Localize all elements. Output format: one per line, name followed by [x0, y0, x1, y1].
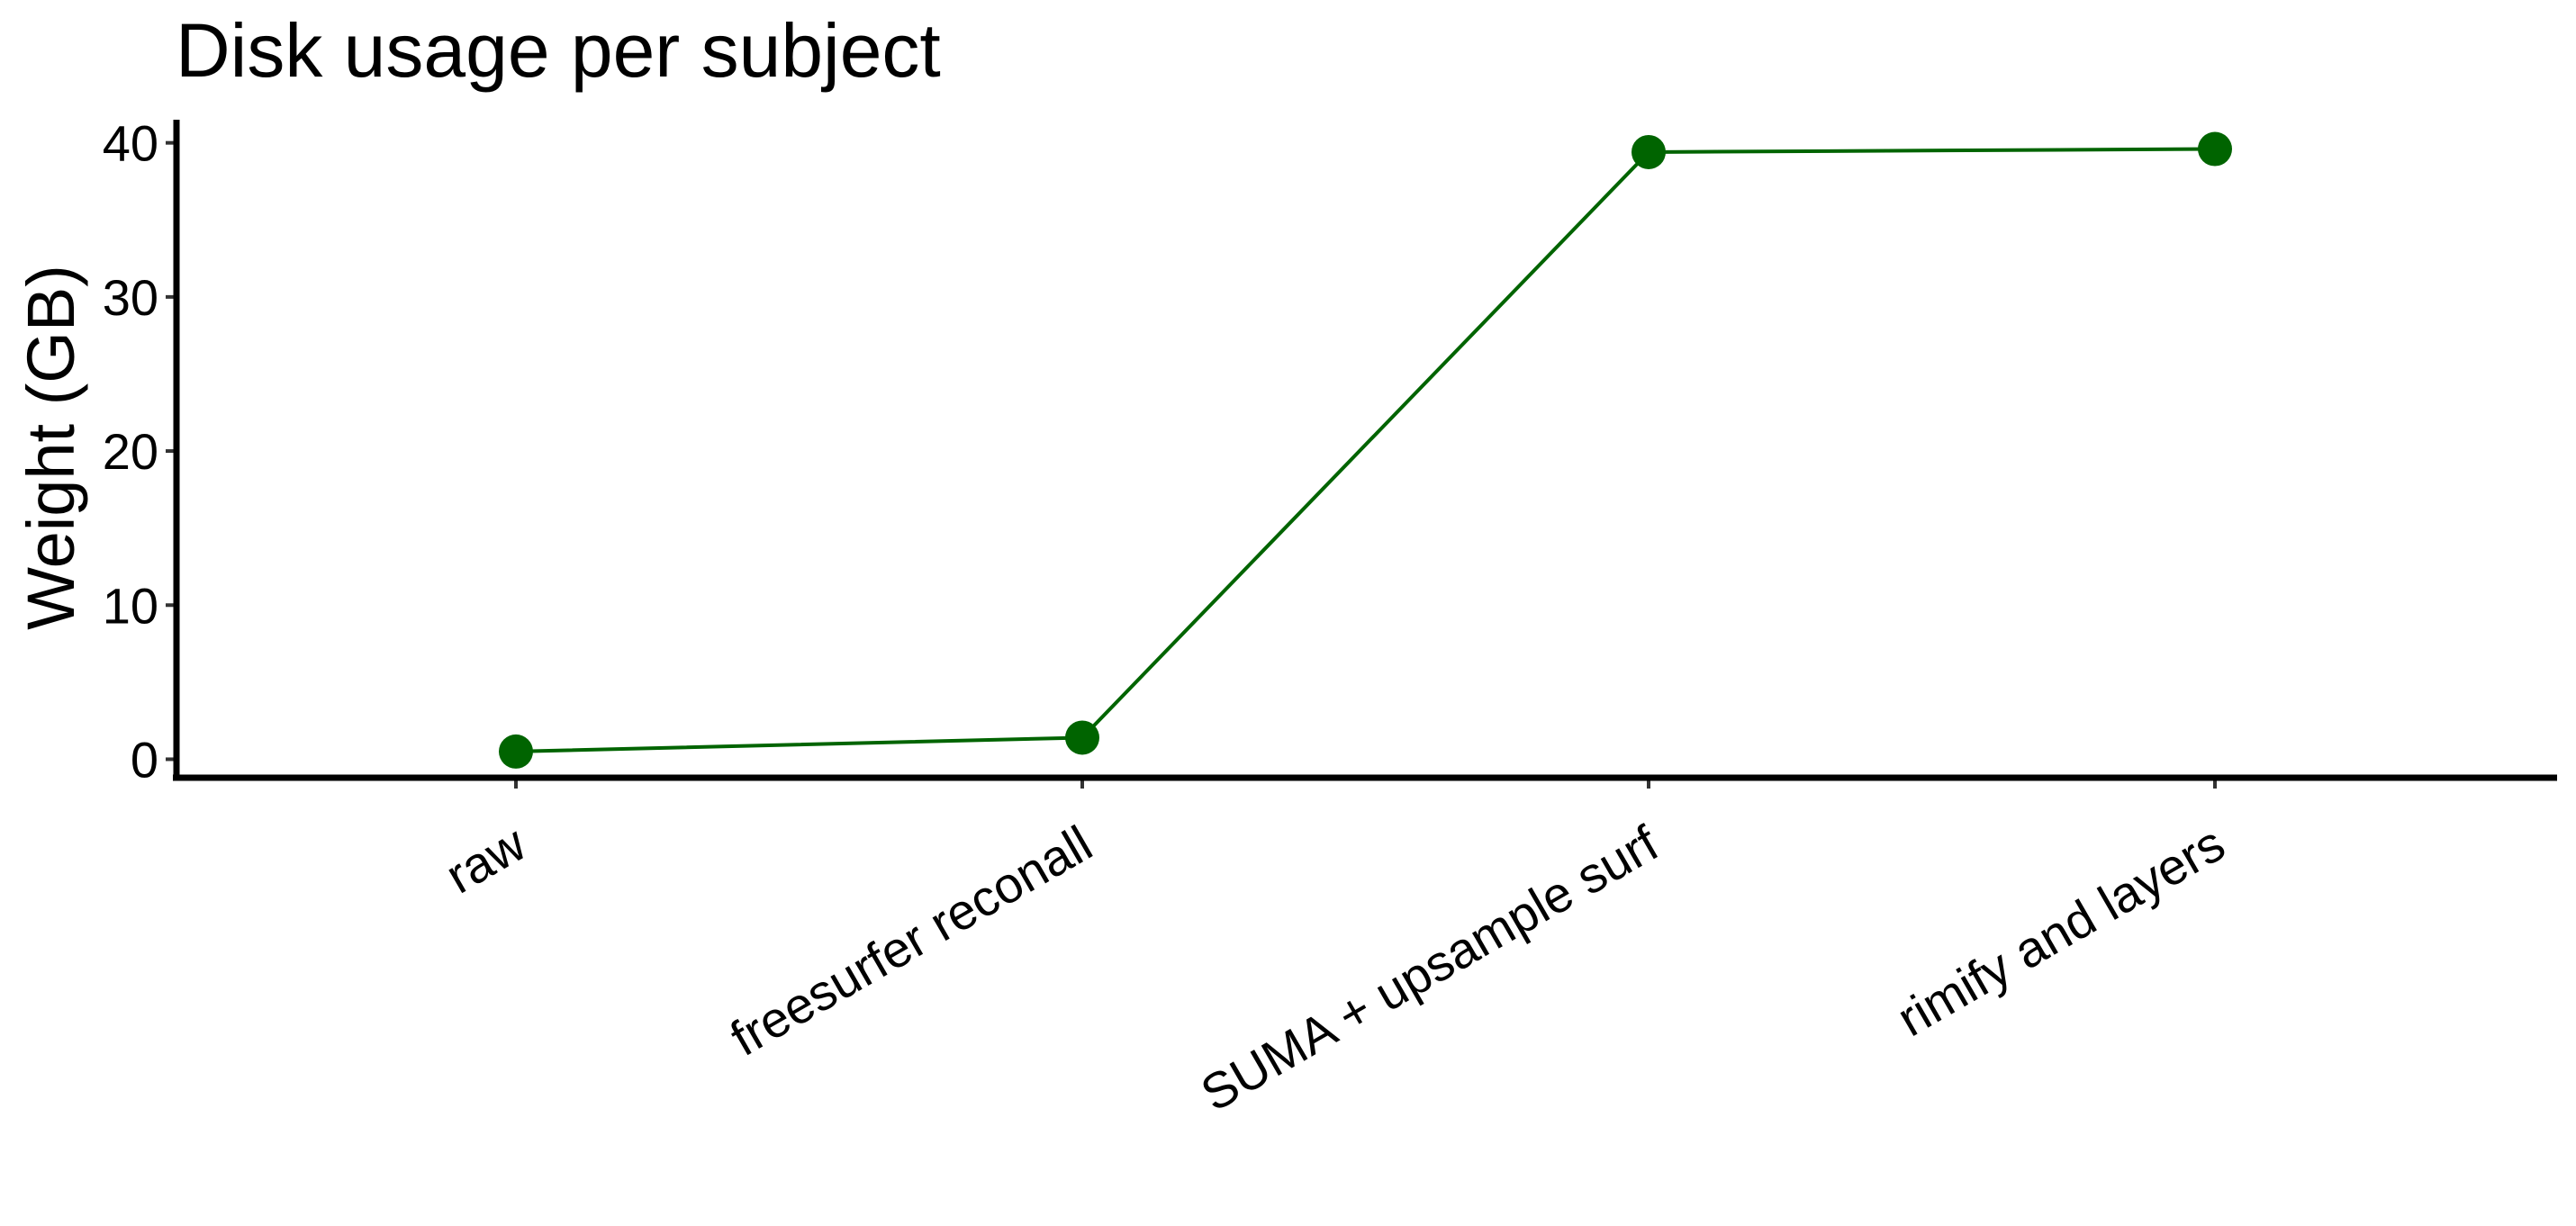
data-point	[1065, 720, 1099, 755]
x-tick-label: raw	[436, 815, 535, 905]
y-tick-label: 20	[103, 423, 158, 480]
data-point	[2198, 131, 2232, 167]
x-tick-label: freesurfer reconall	[721, 815, 1101, 1067]
y-axis-title: Weight (GB)	[14, 265, 88, 630]
data-point	[499, 734, 533, 769]
y-tick-label: 40	[103, 115, 158, 172]
x-tick-label: SUMA + upsample surf	[1191, 815, 1668, 1122]
series-group	[499, 131, 2232, 769]
y-tick-label: 10	[103, 577, 158, 634]
y-axis-ticks: 0 10 20 30 40	[103, 115, 176, 788]
x-tick-label: rimify and layers	[1887, 815, 2234, 1047]
y-tick-label: 0	[131, 731, 158, 788]
chart-title: Disk usage per subject	[176, 8, 941, 93]
data-point	[1631, 134, 1666, 169]
x-axis-ticks: raw freesurfer reconall SUMA + upsample su…	[436, 778, 2234, 1122]
series-line	[515, 147, 2216, 753]
y-tick-label: 30	[103, 269, 158, 326]
